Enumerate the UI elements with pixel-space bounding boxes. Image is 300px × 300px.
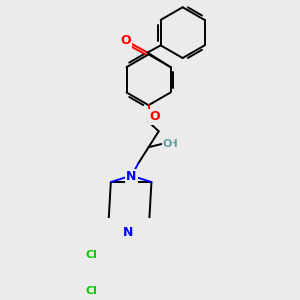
Text: O: O — [149, 110, 160, 123]
Text: Cl: Cl — [86, 286, 98, 296]
Text: H: H — [169, 139, 178, 148]
Text: N: N — [126, 170, 136, 183]
Text: O: O — [163, 139, 172, 148]
Text: O: O — [121, 34, 131, 47]
Text: N: N — [123, 226, 134, 239]
Text: Cl: Cl — [86, 250, 98, 260]
